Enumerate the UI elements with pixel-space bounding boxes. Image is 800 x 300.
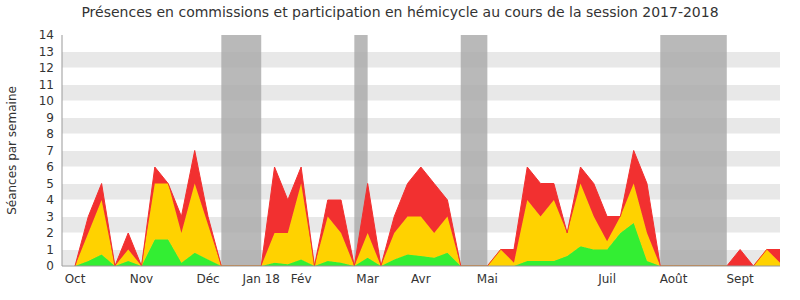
svg-text:12: 12 bbox=[39, 61, 54, 75]
svg-text:2: 2 bbox=[46, 226, 54, 240]
svg-text:0: 0 bbox=[46, 259, 54, 273]
svg-text:7: 7 bbox=[46, 144, 54, 158]
svg-text:Jan 18: Jan 18 bbox=[241, 272, 280, 286]
svg-text:Fév: Fév bbox=[291, 272, 312, 286]
svg-text:9: 9 bbox=[46, 111, 54, 125]
html-text:Présences en commissions et pa: Présences en commissions et participatio… bbox=[81, 4, 719, 20]
svg-text:11: 11 bbox=[39, 78, 54, 92]
svg-text:Mar: Mar bbox=[356, 272, 379, 286]
svg-text:Déc: Déc bbox=[196, 272, 219, 286]
svg-text:Séances par semaine: Séances par semaine bbox=[8, 86, 19, 215]
svg-text:Mai: Mai bbox=[477, 272, 498, 286]
svg-text:5: 5 bbox=[46, 177, 54, 191]
svg-text:13: 13 bbox=[39, 45, 54, 59]
svg-text:Oct: Oct bbox=[65, 272, 86, 286]
svg-text:14: 14 bbox=[39, 28, 54, 42]
svg-text:10: 10 bbox=[39, 94, 54, 108]
svg-text:Juil: Juil bbox=[597, 272, 616, 286]
svg-text:Août: Août bbox=[660, 272, 688, 286]
svg-text:Avr: Avr bbox=[411, 272, 431, 286]
svg-text:6: 6 bbox=[46, 160, 54, 174]
svg-text:1: 1 bbox=[46, 243, 54, 257]
svg-text:4: 4 bbox=[46, 193, 54, 207]
svg-text:8: 8 bbox=[46, 127, 54, 141]
svg-text:Sept: Sept bbox=[726, 272, 754, 286]
svg-text:3: 3 bbox=[46, 210, 54, 224]
svg-text:Nov: Nov bbox=[130, 272, 153, 286]
